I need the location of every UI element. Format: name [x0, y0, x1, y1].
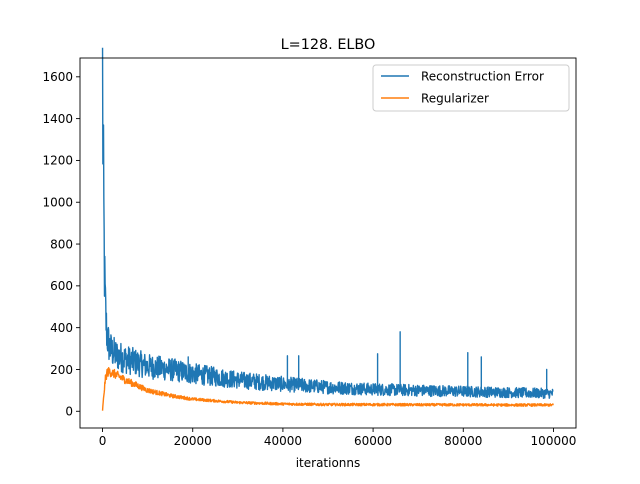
y-tick-label: 200 — [50, 363, 73, 377]
series-line-regularizer — [101, 366, 554, 411]
plot-frame — [79, 57, 577, 429]
y-tick-label: 1400 — [42, 112, 73, 126]
y-tick-label: 1000 — [42, 196, 73, 210]
x-axis-ticks: 0 20000 40000 60000 80000 100000 — [99, 428, 577, 448]
y-tick-label: 400 — [50, 321, 73, 335]
legend-label: Reconstruction Error — [421, 69, 544, 83]
y-tick-label: 1200 — [42, 154, 73, 168]
y-tick-label: 800 — [50, 237, 73, 251]
y-tick-label: 1600 — [42, 70, 73, 84]
y-axis-ticks: 0 200 400 600 800 1000 1200 1400 1600 — [42, 70, 80, 419]
series-line-reconstruction-error — [101, 47, 554, 399]
y-tick-label: 600 — [50, 279, 73, 293]
x-axis-label: iterationns — [296, 456, 361, 470]
y-tick-label: 0 — [65, 405, 73, 419]
legend-label: Regularizer — [421, 91, 489, 105]
x-tick-label: 100000 — [531, 434, 577, 448]
x-tick-label: 0 — [99, 434, 107, 448]
legend-box — [372, 64, 570, 112]
x-tick-label: 20000 — [174, 434, 212, 448]
legend: Reconstruction Error Regularizer — [372, 64, 570, 112]
x-tick-label: 40000 — [264, 434, 302, 448]
x-tick-label: 60000 — [354, 434, 392, 448]
chart-title: L=128. ELBO — [281, 37, 376, 53]
x-tick-label: 80000 — [444, 434, 482, 448]
series-layer — [101, 47, 554, 411]
